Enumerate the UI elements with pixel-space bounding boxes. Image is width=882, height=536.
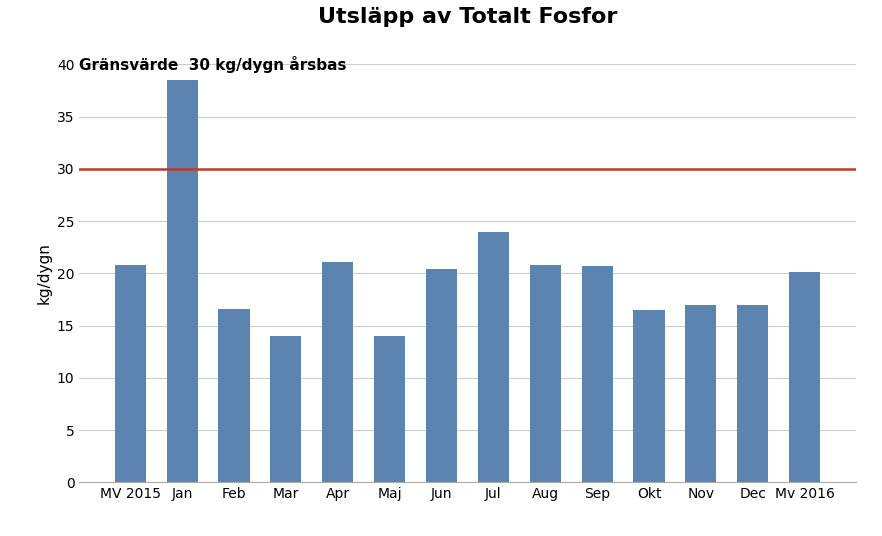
Bar — [270, 336, 302, 482]
Bar — [115, 265, 146, 482]
Bar — [478, 232, 509, 482]
Bar — [167, 80, 198, 482]
Bar — [581, 266, 613, 482]
Bar — [789, 272, 820, 482]
Bar — [737, 304, 768, 482]
Title: Utsläpp av Totalt Fosfor: Utsläpp av Totalt Fosfor — [318, 6, 617, 27]
Bar — [530, 265, 561, 482]
Bar — [219, 309, 250, 482]
Bar — [426, 269, 457, 482]
Bar — [322, 262, 354, 482]
Text: Gränsvärde  30 kg/dygn årsbas: Gränsvärde 30 kg/dygn årsbas — [79, 56, 347, 73]
Y-axis label: kg/dygn: kg/dygn — [36, 242, 51, 304]
Bar — [633, 310, 665, 482]
Bar — [374, 336, 405, 482]
Bar — [685, 304, 716, 482]
